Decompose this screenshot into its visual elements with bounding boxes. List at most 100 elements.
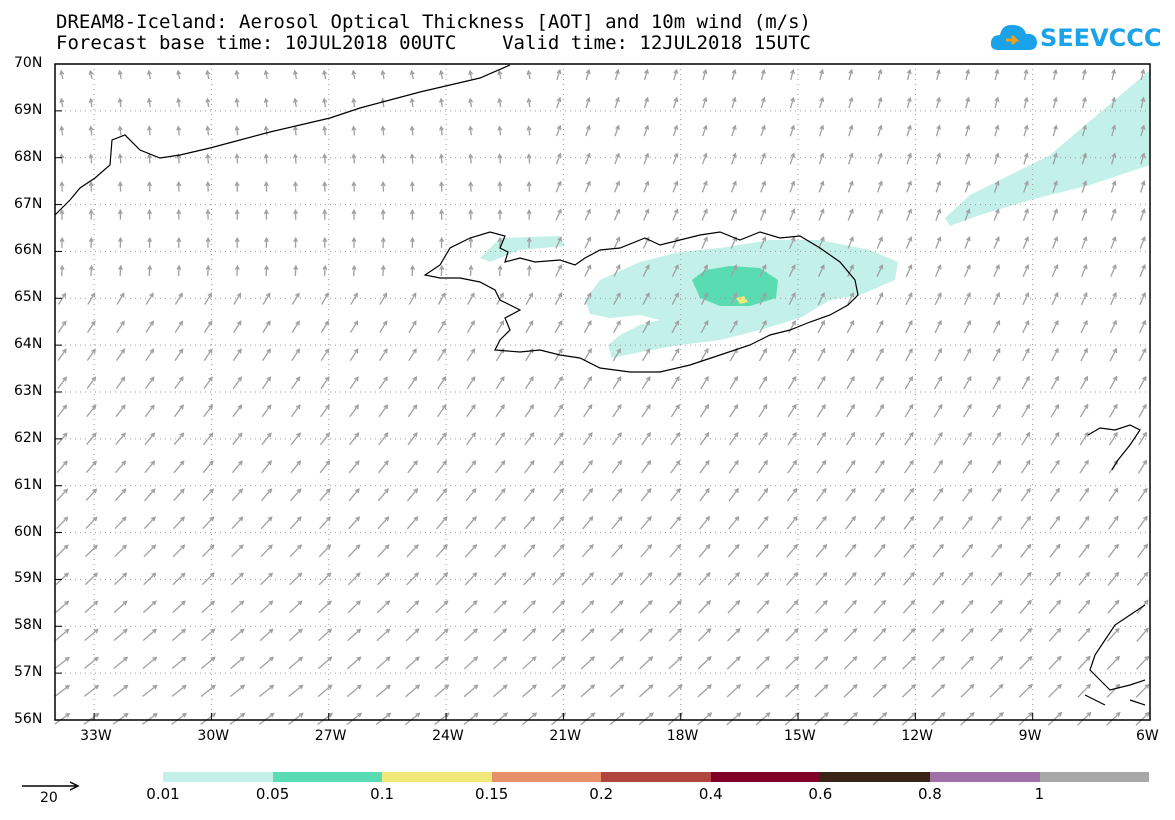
wind-arrow — [699, 431, 710, 446]
wind-arrow — [757, 487, 769, 502]
lat-label: 61N — [14, 476, 43, 493]
wind-arrow — [409, 181, 415, 192]
wind-arrow — [409, 97, 415, 108]
wind-arrow — [875, 403, 885, 418]
wind-arrow — [610, 656, 625, 670]
wind-arrow — [524, 376, 534, 390]
wind-arrow — [845, 459, 856, 474]
wind-arrow — [144, 376, 155, 389]
wind-arrow — [322, 264, 328, 276]
wind-arrow — [378, 376, 388, 390]
wind-arrow — [699, 459, 710, 474]
wind-arrow — [758, 375, 768, 390]
wind-arrow — [815, 515, 827, 530]
wind-arrow — [409, 208, 415, 220]
wind-arrow — [611, 515, 623, 530]
wind-arrow — [877, 152, 883, 165]
wind-arrow — [757, 515, 769, 530]
wind-arrow — [819, 96, 825, 109]
wind-arrow — [817, 320, 825, 334]
wind-arrow — [88, 236, 94, 248]
wind-arrow — [581, 572, 594, 586]
wind-arrow — [818, 180, 825, 193]
wind-arrow — [84, 656, 99, 669]
wind-arrow — [408, 320, 417, 334]
wind-arrow — [555, 180, 562, 193]
wind-arrow — [934, 319, 942, 334]
wind-arrow — [555, 236, 562, 249]
wind-arrow — [815, 571, 828, 586]
wind-arrow — [993, 264, 1000, 277]
wind-arrow — [260, 488, 273, 502]
wind-arrow — [991, 459, 1002, 474]
wind-arrow — [263, 236, 269, 248]
wind-arrow — [726, 712, 742, 726]
wind-arrow — [351, 69, 357, 80]
wind-arrow — [700, 375, 709, 390]
wind-arrow — [552, 515, 565, 530]
wind-arrow — [642, 264, 650, 277]
wind-arrow — [640, 487, 652, 502]
wind-arrow — [905, 347, 913, 362]
wind-arrow — [1022, 291, 1030, 306]
wind-arrow — [410, 264, 415, 276]
wind-arrow — [346, 712, 363, 726]
lat-label: 59N — [14, 570, 43, 587]
wind-arrow — [583, 375, 593, 390]
wind-arrow — [726, 656, 741, 670]
colorbar-label: 0.1 — [370, 785, 395, 803]
wind-arrow — [1019, 627, 1033, 642]
wind-arrow — [936, 68, 941, 81]
wind-arrow — [291, 292, 300, 305]
wind-arrow — [234, 97, 240, 108]
wind-arrow — [143, 572, 157, 586]
wind-arrow — [1107, 543, 1119, 558]
wind-arrow — [1106, 655, 1121, 670]
wind-arrow — [847, 264, 854, 277]
lat-label: 70N — [14, 55, 43, 71]
wind-arrow — [494, 516, 507, 530]
wind-arrow — [230, 600, 245, 614]
wind-arrow — [1020, 487, 1031, 502]
wind-arrow — [730, 264, 738, 277]
wind-arrow — [1023, 152, 1029, 165]
wind-arrow — [86, 376, 97, 389]
wind-arrow — [468, 264, 474, 276]
wind-arrow — [1111, 124, 1117, 137]
wind-arrow — [1079, 487, 1090, 502]
wind-arrow — [789, 208, 796, 221]
wind-arrow — [1052, 96, 1058, 109]
wind-arrow — [526, 125, 532, 136]
wind-arrow — [1051, 291, 1059, 306]
wind-arrow — [84, 600, 99, 613]
wind-arrow — [143, 516, 156, 530]
wind-arrow — [288, 656, 304, 670]
wind-arrow — [1079, 431, 1089, 446]
wind-arrow — [380, 236, 386, 248]
wind-arrow — [641, 431, 651, 446]
wind-arrow — [611, 487, 623, 502]
wind-arrow — [1106, 711, 1121, 726]
wind-arrow — [1107, 627, 1120, 642]
colorbar — [163, 772, 1150, 782]
wind-arrow — [113, 600, 128, 614]
wind-arrow — [117, 153, 123, 164]
wind-arrow — [205, 181, 211, 192]
wind-arrow — [930, 711, 946, 726]
wind-arrow — [54, 656, 70, 669]
wind-arrow — [85, 516, 98, 530]
wind-arrow — [903, 515, 915, 530]
wind-arrow — [205, 69, 211, 80]
wind-arrow — [404, 712, 421, 726]
wind-arrow — [234, 181, 240, 192]
wind-arrow — [54, 713, 71, 725]
wind-arrow — [1137, 515, 1148, 530]
wind-arrow — [437, 376, 447, 390]
wind-arrow — [87, 320, 96, 333]
wind-arrow — [757, 459, 768, 474]
wind-arrow — [380, 125, 386, 136]
wind-arrow — [555, 264, 563, 277]
wind-arrow — [901, 683, 917, 698]
wind-arrow — [962, 403, 972, 418]
wind-arrow — [585, 96, 591, 109]
